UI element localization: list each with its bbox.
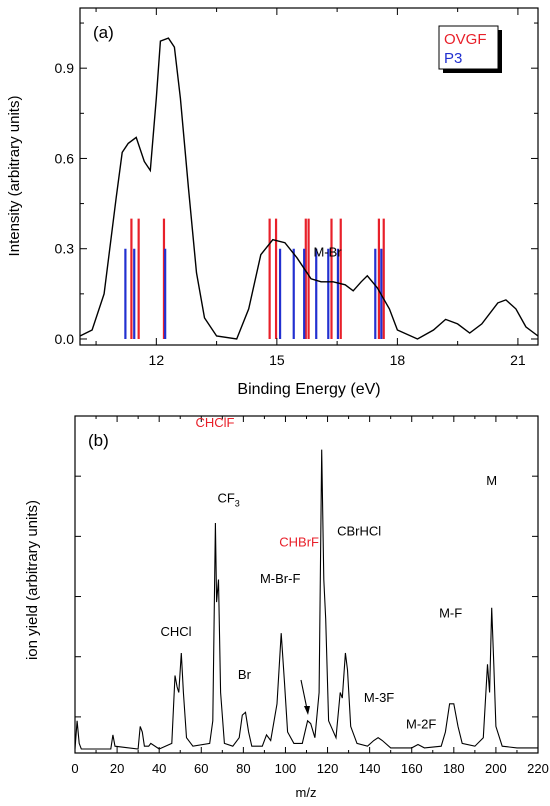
panel-a-label: (a) bbox=[93, 23, 114, 42]
panel-b-mass-spectrum: 0 20 40 60 80 100 120 140 160 180 200 220 CHCl CHClF… bbox=[24, 244, 549, 800]
legend-p3: P3 bbox=[444, 50, 462, 67]
panel-a-spectrum: 12 15 18 21 0.0 0.3 0.6 0.9 (a) Binding Energy … bbox=[6, 7, 539, 398]
panel-a-ticks: 12 15 18 21 0.0 0.3 0.6 0.9 bbox=[55, 8, 538, 368]
annotation-chclf: CHClF bbox=[195, 415, 234, 430]
x-tick-label: 60 bbox=[194, 761, 208, 776]
x-tick-label: 20 bbox=[110, 761, 124, 776]
panel-b-ticks: 0 20 40 60 80 100 120 140 160 180 200 220 bbox=[71, 416, 549, 776]
legend-box bbox=[438, 25, 499, 70]
annotation-m-br-f: M-Br-F bbox=[260, 571, 300, 586]
legend-ovgf: OVGF bbox=[444, 31, 487, 48]
annotation-br: Br bbox=[238, 667, 252, 682]
panel-a-y-axis-label: Intensity (arbitrary units) bbox=[6, 96, 23, 257]
annotation-cf3: CF3 bbox=[217, 491, 239, 509]
panel-a-spectrum-line bbox=[79, 37, 539, 340]
x-tick-label: 160 bbox=[401, 761, 423, 776]
x-tick-label: 18 bbox=[390, 352, 406, 368]
y-tick-label: 0.9 bbox=[55, 60, 75, 76]
annotation-m: M bbox=[486, 473, 497, 488]
panel-a-x-axis-label: Binding Energy (eV) bbox=[237, 381, 380, 398]
annotation-cbrhcl: CBrHCl bbox=[337, 523, 381, 538]
annotation-chcl: CHCl bbox=[160, 624, 191, 639]
panel-b-annotations: CHCl CHClF CF3 Br M-Br-F CHBrF M-Br CBrHCl M-3F M… bbox=[160, 244, 497, 731]
x-tick-label: 21 bbox=[510, 352, 526, 368]
panel-a-plot-frame bbox=[79, 7, 539, 346]
x-tick-label: 140 bbox=[359, 761, 381, 776]
x-tick-label: 220 bbox=[527, 761, 549, 776]
x-tick-label: 180 bbox=[443, 761, 465, 776]
panel-b-x-axis-label: m/z bbox=[296, 785, 317, 800]
panel-a-sticks bbox=[124, 218, 385, 339]
panel-b-y-axis-label: ion yield (arbitrary units) bbox=[24, 500, 41, 660]
annotation-m-br: M-Br bbox=[313, 244, 342, 259]
panel-b-spectrum-line bbox=[74, 449, 538, 750]
panel-a-legend: OVGF P3 bbox=[438, 25, 502, 73]
x-tick-label: 80 bbox=[236, 761, 250, 776]
annotation-chbrf: CHBrF bbox=[279, 535, 319, 550]
y-tick-label: 0.0 bbox=[55, 331, 75, 347]
x-tick-label: 100 bbox=[275, 761, 297, 776]
x-tick-label: 200 bbox=[485, 761, 507, 776]
x-tick-label: 120 bbox=[317, 761, 339, 776]
annotation-m-3f: M-3F bbox=[364, 690, 394, 705]
x-tick-label: 12 bbox=[149, 352, 165, 368]
y-tick-label: 0.6 bbox=[55, 150, 75, 166]
x-tick-label: 40 bbox=[152, 761, 166, 776]
panel-b-plot-frame bbox=[74, 415, 539, 754]
panel-b-label: (b) bbox=[88, 431, 109, 450]
x-tick-label: 0 bbox=[71, 761, 78, 776]
x-tick-label: 15 bbox=[269, 352, 285, 368]
annotation-m-2f: M-2F bbox=[406, 717, 436, 732]
y-tick-label: 0.3 bbox=[55, 241, 75, 257]
chbrf-arrow bbox=[300, 679, 310, 715]
annotation-m-f: M-F bbox=[439, 605, 462, 620]
